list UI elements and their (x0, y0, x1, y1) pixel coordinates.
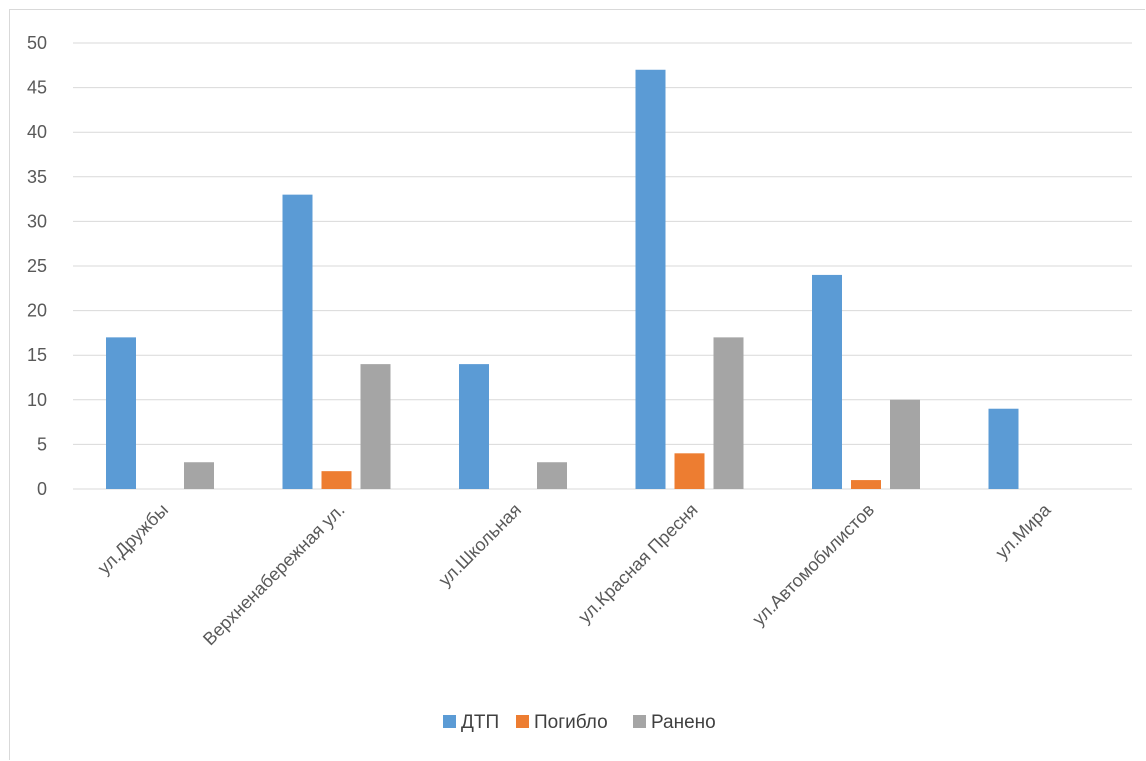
y-tick-label: 35 (27, 167, 47, 187)
legend-swatch-ДТП (443, 715, 456, 728)
y-tick-label: 10 (27, 390, 47, 410)
x-tick-label: ул.Красная Пресня (574, 500, 701, 627)
y-tick-label: 50 (27, 33, 47, 53)
legend-label: Погибло (534, 712, 608, 733)
y-tick-label: 40 (27, 122, 47, 142)
x-tick-label: ул.Дружбы (94, 500, 172, 578)
chart-area: 0 5 10 15 20 25 30 35 40 45 50 ул.Дружбы Верхненабер… (9, 9, 1145, 760)
x-tick-label: ул.Автомобилистов (748, 500, 878, 630)
y-tick-label: 20 (27, 301, 47, 321)
y-tick-label: 0 (37, 479, 47, 499)
x-tick-label: ул.Мира (992, 499, 1056, 563)
bar-Ранено (890, 399, 920, 489)
legend-label: ДТП (461, 712, 499, 733)
y-tick-label: 15 (27, 345, 47, 365)
bar-Ранено (537, 462, 567, 489)
bar-ДТП (282, 194, 313, 489)
bar-Ранено (184, 462, 214, 489)
y-tick-label: 25 (27, 256, 47, 276)
bar-Погибло (321, 471, 352, 489)
legend-label: Ранено (651, 712, 716, 733)
y-tick-label: 30 (27, 211, 47, 231)
x-tick-label: ул.Школьная (435, 500, 525, 590)
y-tick-label: 45 (27, 78, 47, 98)
bar-chart: 0 5 10 15 20 25 30 35 40 45 50 ул.Дружбы Верхненабер… (27, 33, 1132, 733)
legend-swatch-Погибло (516, 715, 529, 728)
x-tick-label: Верхненабережная ул. (199, 500, 349, 650)
bar-ДТП (988, 408, 1019, 489)
bar-Погибло (851, 480, 881, 489)
bar-Ранено (713, 337, 744, 489)
y-tick-label: 5 (37, 434, 47, 454)
bar-ДТП (106, 337, 136, 489)
bar-ДТП (812, 274, 842, 489)
bar-Погибло (674, 453, 705, 489)
bar-Ранено (360, 364, 391, 489)
bar-ДТП (635, 69, 666, 489)
legend-swatch-Ранено (633, 715, 646, 728)
bar-ДТП (459, 364, 489, 489)
